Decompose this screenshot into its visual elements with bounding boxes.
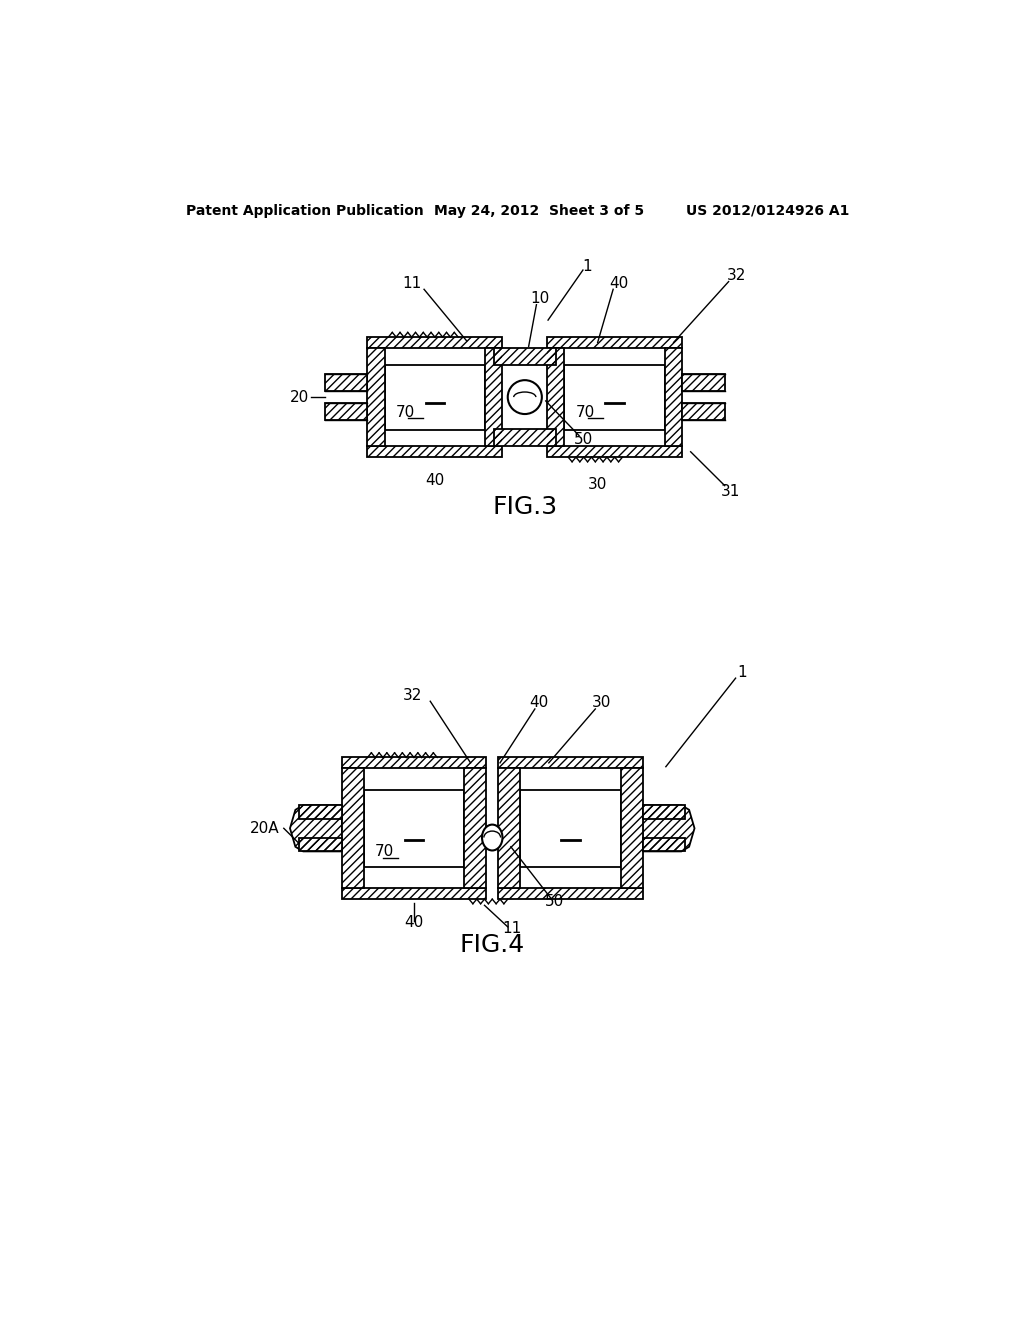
Bar bbox=[368, 348, 385, 446]
Bar bbox=[643, 805, 685, 818]
Bar bbox=[325, 374, 368, 391]
Text: 70: 70 bbox=[375, 843, 394, 859]
Polygon shape bbox=[290, 805, 342, 851]
Text: 40: 40 bbox=[609, 276, 629, 290]
Bar bbox=[299, 837, 342, 851]
Bar bbox=[299, 805, 342, 818]
Text: 11: 11 bbox=[502, 921, 521, 936]
Bar bbox=[682, 404, 725, 420]
Bar bbox=[520, 789, 621, 867]
Bar bbox=[499, 888, 643, 899]
Bar bbox=[665, 348, 682, 446]
Bar bbox=[547, 446, 682, 457]
Text: 20: 20 bbox=[290, 389, 309, 405]
Bar bbox=[547, 348, 564, 446]
Text: 1: 1 bbox=[737, 665, 746, 680]
Bar bbox=[364, 789, 464, 867]
Bar bbox=[665, 348, 682, 446]
Bar bbox=[682, 374, 725, 391]
Bar bbox=[499, 768, 520, 888]
Bar bbox=[643, 805, 685, 818]
Bar bbox=[368, 446, 503, 457]
Text: 20A: 20A bbox=[250, 821, 280, 836]
Bar bbox=[494, 348, 556, 364]
Bar bbox=[621, 768, 643, 888]
Text: 40: 40 bbox=[404, 915, 424, 929]
Bar bbox=[325, 374, 368, 391]
Bar bbox=[342, 768, 364, 888]
Text: 30: 30 bbox=[588, 477, 607, 491]
Bar bbox=[485, 348, 503, 446]
Text: 50: 50 bbox=[545, 894, 564, 909]
Bar bbox=[499, 888, 643, 899]
Text: FIG.4: FIG.4 bbox=[460, 933, 525, 957]
Bar bbox=[682, 404, 725, 420]
Text: Patent Application Publication: Patent Application Publication bbox=[186, 203, 424, 218]
Text: US 2012/0124926 A1: US 2012/0124926 A1 bbox=[686, 203, 849, 218]
Bar bbox=[368, 348, 385, 446]
Text: 10: 10 bbox=[530, 290, 550, 306]
Text: 31: 31 bbox=[721, 483, 740, 499]
Text: 50: 50 bbox=[574, 432, 593, 447]
Bar bbox=[325, 404, 368, 420]
Bar bbox=[342, 768, 364, 888]
Text: 40: 40 bbox=[425, 473, 444, 488]
Bar bbox=[464, 768, 486, 888]
Bar bbox=[342, 758, 486, 768]
Bar bbox=[499, 758, 643, 768]
Bar bbox=[621, 768, 643, 888]
Bar bbox=[682, 374, 725, 391]
Bar bbox=[499, 768, 520, 888]
Bar bbox=[494, 429, 556, 446]
Bar bbox=[368, 337, 503, 348]
Text: 30: 30 bbox=[592, 696, 611, 710]
Text: 32: 32 bbox=[727, 268, 746, 282]
Bar bbox=[485, 348, 503, 446]
Circle shape bbox=[508, 380, 542, 414]
Bar bbox=[643, 837, 685, 851]
Bar bbox=[342, 888, 486, 899]
Text: 11: 11 bbox=[402, 276, 422, 290]
Text: 70: 70 bbox=[396, 405, 416, 420]
Bar bbox=[547, 446, 682, 457]
Bar bbox=[547, 337, 682, 348]
Text: 70: 70 bbox=[575, 405, 595, 420]
Bar bbox=[464, 768, 486, 888]
Bar bbox=[494, 348, 556, 364]
Bar bbox=[342, 758, 486, 768]
Bar bbox=[385, 364, 485, 430]
Text: 1: 1 bbox=[582, 259, 592, 273]
Bar bbox=[643, 837, 685, 851]
Ellipse shape bbox=[482, 825, 503, 850]
Bar bbox=[342, 888, 486, 899]
Bar bbox=[299, 837, 342, 851]
Bar bbox=[325, 404, 368, 420]
Text: 40: 40 bbox=[529, 696, 549, 710]
Bar bbox=[547, 337, 682, 348]
Text: 32: 32 bbox=[403, 688, 423, 702]
Polygon shape bbox=[643, 805, 694, 851]
Bar bbox=[547, 348, 564, 446]
Bar bbox=[499, 758, 643, 768]
Bar bbox=[368, 446, 503, 457]
Bar bbox=[494, 429, 556, 446]
Text: May 24, 2012  Sheet 3 of 5: May 24, 2012 Sheet 3 of 5 bbox=[434, 203, 644, 218]
Bar bbox=[564, 364, 665, 430]
Bar bbox=[368, 337, 503, 348]
Bar bbox=[299, 805, 342, 818]
Text: FIG.3: FIG.3 bbox=[493, 495, 557, 519]
